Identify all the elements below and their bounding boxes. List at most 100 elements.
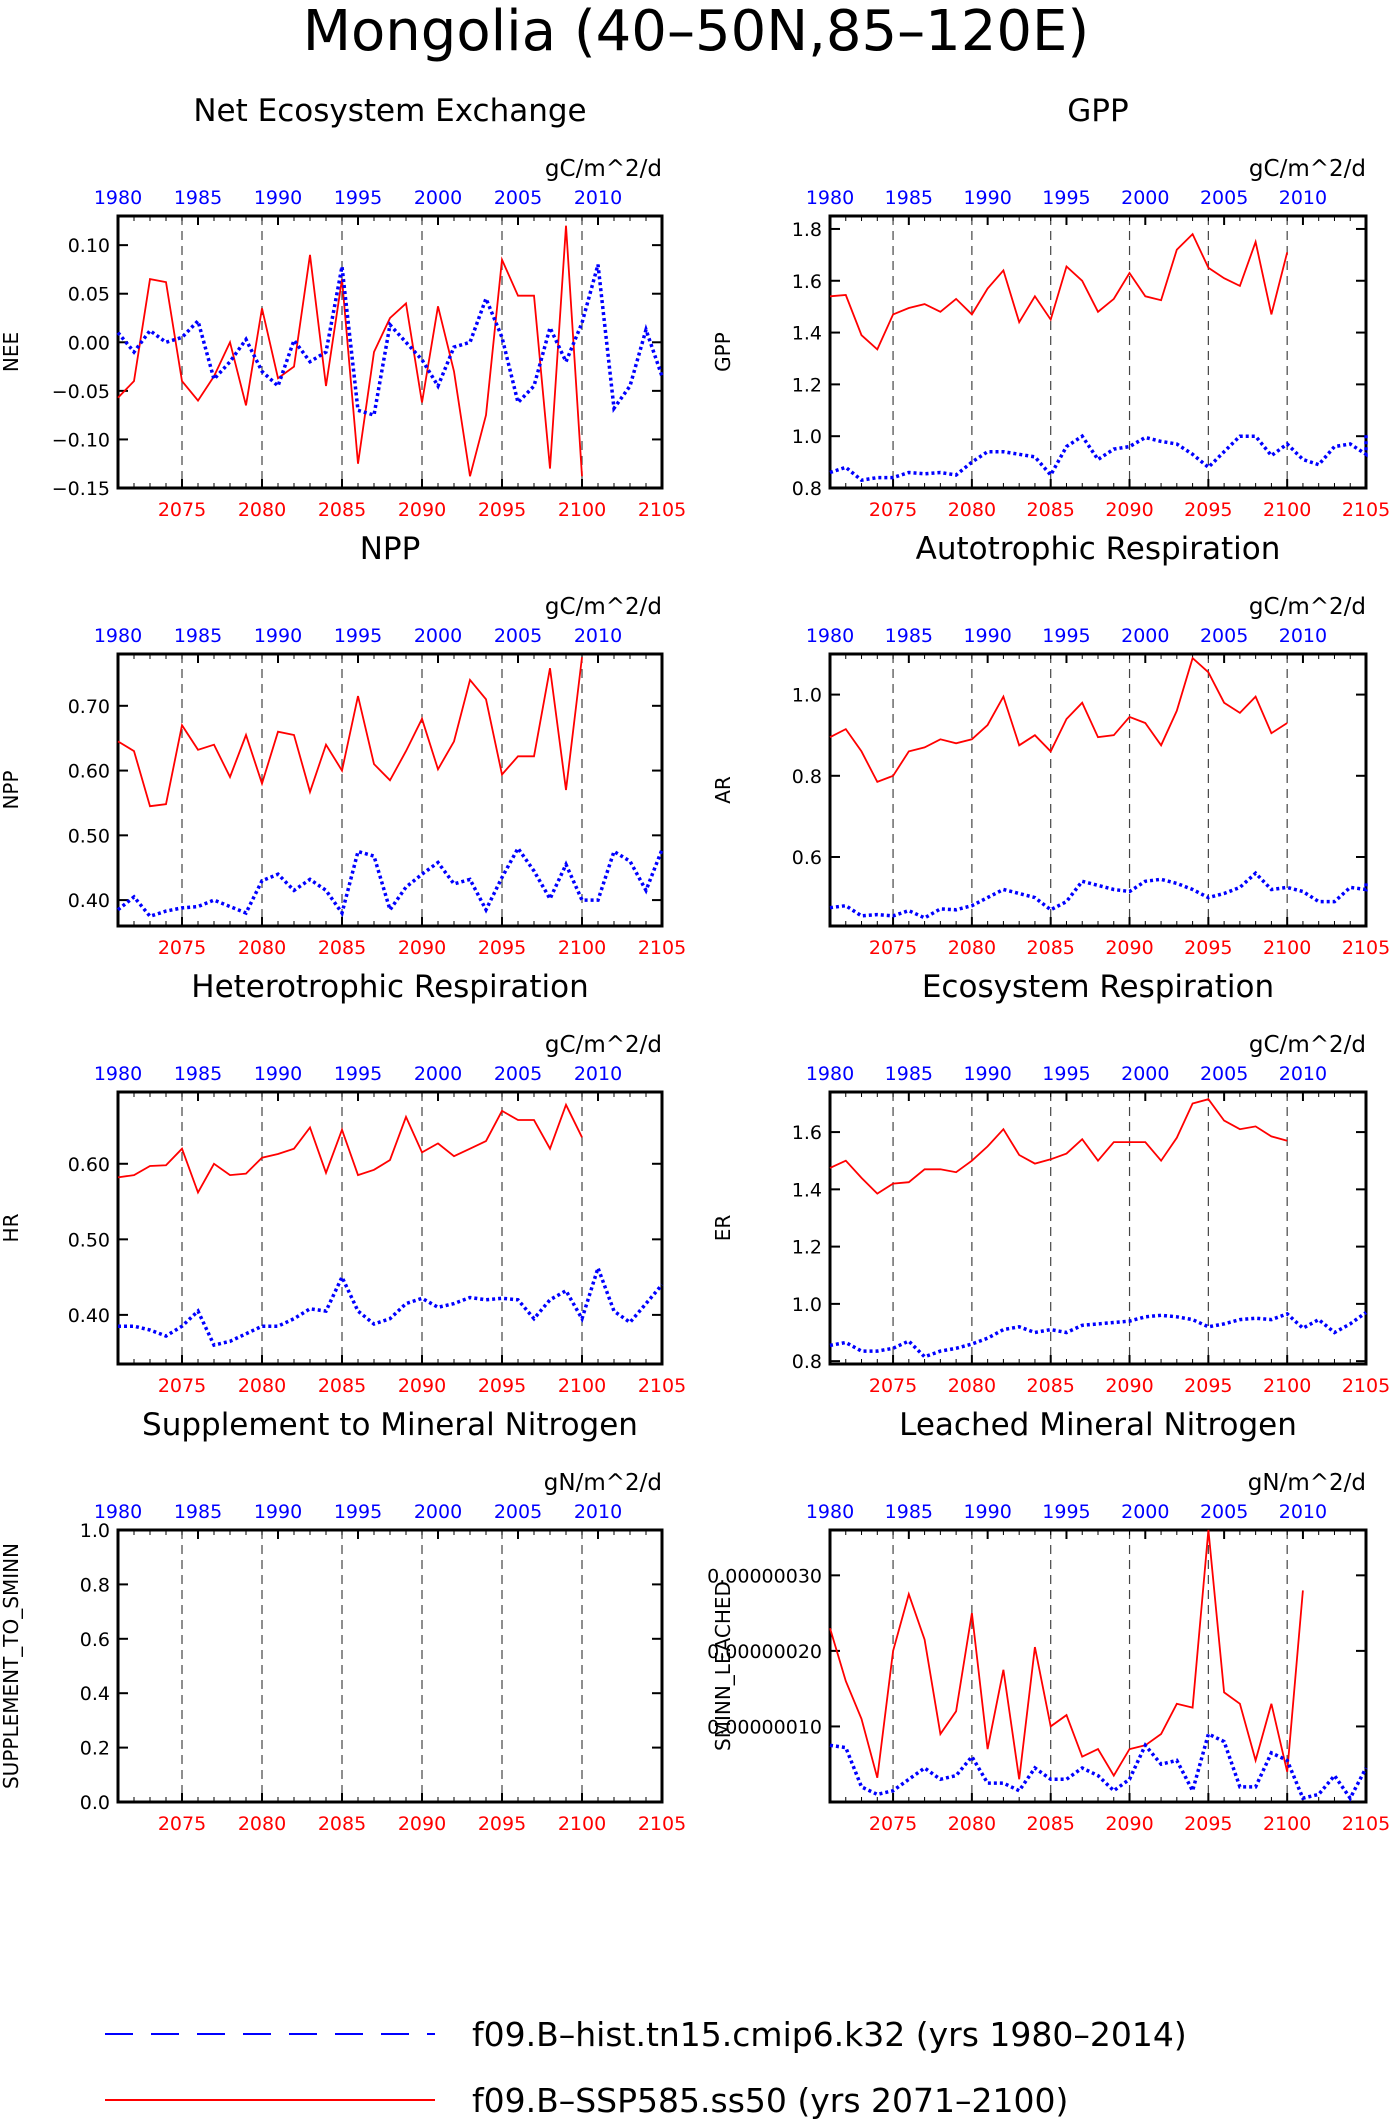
x-top-tick-label: 1990 xyxy=(254,1063,302,1085)
x-top-tick-label: 2000 xyxy=(414,625,462,647)
x-tick-label: 2075 xyxy=(869,937,917,959)
plot-frame xyxy=(828,1090,1368,1366)
chart-panel-8: Leached Mineral Nitrogen gN/m^2/d SMINN_LE… xyxy=(707,1407,1390,1835)
figure-title: Mongolia (40–50N,85–120E) xyxy=(303,0,1090,64)
x-tick-label: 2100 xyxy=(1263,1375,1311,1397)
x-top-tick-label: 2005 xyxy=(1200,1063,1248,1085)
y-tick-label: 0.60 xyxy=(68,761,110,783)
x-top-tick-label: 1980 xyxy=(806,187,854,209)
x-tick-label: 2095 xyxy=(1184,937,1232,959)
y-tick-label: −0.15 xyxy=(52,478,110,500)
x-tick-label: 2075 xyxy=(869,1375,917,1397)
chart-panel-6: Ecosystem Respiration gC/m^2/d ER 2075 2080 2… xyxy=(711,969,1390,1397)
x-top-tick-label: 2010 xyxy=(1279,1063,1327,1085)
x-tick-label: 2080 xyxy=(948,937,996,959)
chart-panel-5: Heterotrophic Respiration gC/m^2/d HR 2075 2… xyxy=(0,969,686,1397)
x-tick-label: 2095 xyxy=(478,1813,526,1835)
y-tick-label: 1.2 xyxy=(792,1237,822,1259)
x-top-tick-label: 1985 xyxy=(174,1063,222,1085)
x-tick-label: 2100 xyxy=(558,499,606,521)
series-hist-line xyxy=(116,845,664,919)
y-tick-label: 0.40 xyxy=(68,1305,110,1327)
x-top-tick-label: 2000 xyxy=(414,187,462,209)
x-top-tick-label: 2010 xyxy=(574,1501,622,1523)
x-tick-label: 2090 xyxy=(1105,1813,1153,1835)
x-top-tick-label: 1985 xyxy=(174,187,222,209)
x-top-tick-label: 2005 xyxy=(1200,625,1248,647)
x-top-tick-label: 1995 xyxy=(334,1063,382,1085)
y-tick-label: 0.00000020 xyxy=(707,1641,822,1663)
x-top-tick-label: 2005 xyxy=(494,625,542,647)
x-tick-label: 2090 xyxy=(398,1375,446,1397)
chart-title: Net Ecosystem Exchange xyxy=(193,93,586,129)
y-axis-label: ER xyxy=(711,1215,735,1242)
x-top-tick-label: 1990 xyxy=(254,187,302,209)
x-top-tick-label: 1990 xyxy=(963,187,1011,209)
y-axis-label: NPP xyxy=(0,770,23,809)
x-top-tick-label: 2000 xyxy=(414,1501,462,1523)
x-tick-label: 2105 xyxy=(1342,499,1390,521)
y-tick-label: 0.8 xyxy=(792,1351,822,1373)
units-label: gC/m^2/d xyxy=(1249,594,1366,620)
series-hist-line xyxy=(829,433,1368,483)
x-tick-label: 2105 xyxy=(638,1375,686,1397)
x-tick-label: 2105 xyxy=(638,937,686,959)
chart-panel-7: Supplement to Mineral Nitrogen gN/m^2/d SU… xyxy=(0,1407,686,1835)
x-tick-label: 2105 xyxy=(1342,937,1390,959)
x-tick-label: 2085 xyxy=(318,937,366,959)
y-tick-label: 1.0 xyxy=(792,685,822,707)
x-tick-label: 2100 xyxy=(558,1375,606,1397)
plot-frame xyxy=(828,652,1368,928)
series-ssp-line xyxy=(117,1102,583,1195)
x-tick-label: 2085 xyxy=(1027,499,1075,521)
x-tick-label: 2090 xyxy=(398,499,446,521)
x-top-tick-label: 1985 xyxy=(885,187,933,209)
x-tick-label: 2105 xyxy=(1342,1375,1390,1397)
x-top-tick-label: 2010 xyxy=(1279,625,1327,647)
x-top-tick-label: 1980 xyxy=(94,625,142,647)
series-ssp-line xyxy=(117,657,583,808)
x-tick-label: 2080 xyxy=(238,1813,286,1835)
y-tick-label: 1.0 xyxy=(80,1520,110,1542)
x-tick-label: 2095 xyxy=(1184,1375,1232,1397)
chart-title: Heterotrophic Respiration xyxy=(191,969,588,1005)
x-tick-label: 2100 xyxy=(1263,937,1311,959)
series-ssp-line xyxy=(117,225,583,477)
units-label: gN/m^2/d xyxy=(1248,1470,1366,1496)
y-tick-label: 0.4 xyxy=(80,1683,110,1705)
x-tick-label: 2100 xyxy=(1263,1813,1311,1835)
x-top-tick-label: 1980 xyxy=(806,625,854,647)
units-label: gC/m^2/d xyxy=(545,156,662,182)
x-tick-label: 2095 xyxy=(478,1375,526,1397)
x-top-tick-label: 1980 xyxy=(806,1501,854,1523)
plot-frame xyxy=(116,652,664,928)
y-tick-label: 1.0 xyxy=(792,426,822,448)
x-top-tick-label: 1995 xyxy=(334,187,382,209)
y-tick-label: 0.8 xyxy=(792,766,822,788)
x-tick-label: 2075 xyxy=(869,1813,917,1835)
x-tick-label: 2105 xyxy=(638,499,686,521)
x-tick-label: 2080 xyxy=(948,1813,996,1835)
x-top-tick-label: 1980 xyxy=(806,1063,854,1085)
y-axis-label: GPP xyxy=(711,332,735,372)
x-top-tick-label: 2000 xyxy=(1121,625,1169,647)
x-top-tick-label: 2000 xyxy=(1121,1501,1169,1523)
chart-title: NPP xyxy=(360,531,421,567)
x-top-tick-label: 1995 xyxy=(1042,1063,1090,1085)
x-tick-label: 2090 xyxy=(1105,499,1153,521)
x-top-tick-label: 1990 xyxy=(254,625,302,647)
x-tick-label: 2095 xyxy=(478,499,526,521)
series-hist-line xyxy=(116,264,664,418)
x-top-tick-label: 1980 xyxy=(94,1501,142,1523)
x-top-tick-label: 2010 xyxy=(574,187,622,209)
x-top-tick-label: 2000 xyxy=(1121,187,1169,209)
chart-title: Ecosystem Respiration xyxy=(922,969,1274,1005)
units-label: gN/m^2/d xyxy=(544,1470,662,1496)
x-top-tick-label: 2005 xyxy=(494,1501,542,1523)
x-tick-label: 2085 xyxy=(318,499,366,521)
chart-panel-2: GPP gC/m^2/d GPP 2075 2080 2085 2090 2095 2100 21… xyxy=(711,93,1390,521)
x-top-tick-label: 2005 xyxy=(1200,187,1248,209)
legend-hist-label: f09.B–hist.tn15.cmip6.k32 (yrs 1980–2014… xyxy=(472,2015,1187,2054)
y-tick-label: 0.2 xyxy=(80,1738,110,1760)
x-top-tick-label: 2005 xyxy=(494,1063,542,1085)
